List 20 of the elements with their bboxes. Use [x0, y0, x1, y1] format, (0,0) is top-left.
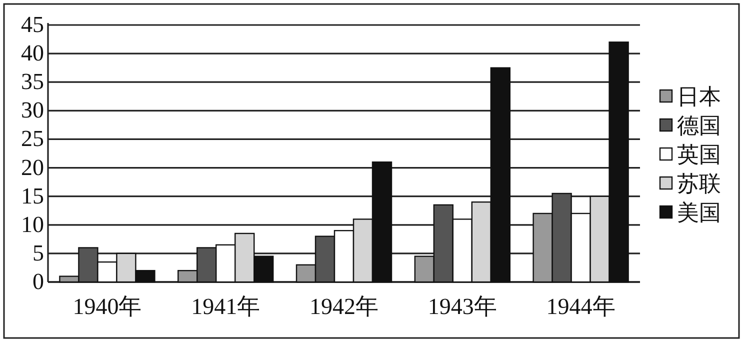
- y-tick-label: 10: [21, 212, 44, 237]
- x-tick-label: 1943年: [428, 294, 497, 319]
- y-tick-label: 0: [32, 269, 44, 294]
- y-tick-label: 30: [21, 98, 44, 123]
- y-tick-label: 35: [21, 69, 44, 94]
- y-tick-label: 25: [21, 126, 44, 152]
- legend-label: 德国: [677, 113, 721, 138]
- legend-label: 日本: [677, 84, 721, 109]
- x-tick-label: 1941年: [191, 294, 260, 319]
- y-tick-label: 45: [21, 12, 44, 37]
- x-tick-label: 1940年: [72, 294, 142, 319]
- y-tick-label: 20: [21, 154, 44, 180]
- legend-label: 美国: [677, 200, 721, 225]
- legend-label: 苏联: [677, 171, 721, 196]
- y-tick-label: 15: [21, 183, 44, 208]
- y-tick-label: 40: [21, 40, 44, 66]
- x-tick-label: 1942年: [310, 294, 378, 319]
- x-tick-label: 1944年: [546, 294, 616, 319]
- y-tick-label: 5: [32, 240, 44, 266]
- legend-label: 英国: [677, 142, 721, 167]
